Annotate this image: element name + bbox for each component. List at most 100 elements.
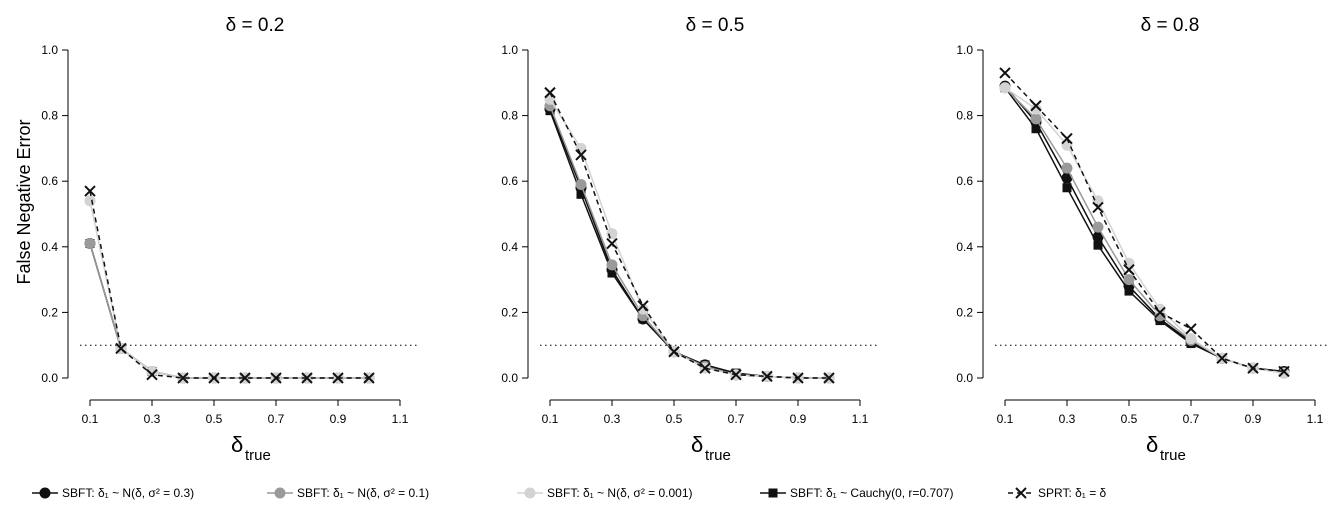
legend-item-4: SBFT: δ₁ ~ Cauchy(0, r=0.707) <box>760 486 953 500</box>
data-point <box>363 372 375 384</box>
x-tick-label: 0.7 <box>268 412 285 426</box>
data-point <box>1092 201 1104 214</box>
data-point <box>177 372 189 384</box>
y-tick-label: 0.4 <box>41 240 58 254</box>
x-axis-label: δ <box>691 432 703 457</box>
x-axis-label: δ <box>231 432 243 457</box>
data-point <box>84 185 96 197</box>
data-point <box>1031 124 1041 134</box>
legend-label: SPRT: δ₁ = δ <box>1038 486 1107 500</box>
y-tick-label: 0.8 <box>41 109 58 123</box>
data-point <box>1093 240 1103 250</box>
x-tick-label: 0.1 <box>997 412 1014 426</box>
data-point <box>1123 264 1135 276</box>
data-point <box>576 189 586 199</box>
legend-marker <box>768 488 778 498</box>
data-point <box>637 303 649 315</box>
data-point <box>115 342 127 355</box>
legend-item-3: SBFT: δ₁ ~ N(δ, σ² = 0.001) <box>517 486 693 500</box>
series-line <box>549 105 829 379</box>
data-point <box>1124 286 1134 296</box>
data-point <box>270 372 282 384</box>
legend-item-5: SPRT: δ₁ = δ <box>1008 486 1107 500</box>
legend-label: SBFT: δ₁ ~ N(δ, σ² = 0.3) <box>62 486 194 500</box>
data-point <box>84 195 96 207</box>
legend-marker <box>524 487 536 499</box>
series-5 <box>544 86 835 384</box>
x-axis-label: δ <box>1146 432 1158 457</box>
x-tick-label: 0.3 <box>144 412 161 426</box>
panel-title: δ = 0.5 <box>686 15 745 36</box>
data-point <box>1061 132 1073 145</box>
data-point <box>575 178 587 190</box>
y-tick-label: 0.4 <box>956 240 973 254</box>
y-tick-label: 0.4 <box>501 240 518 254</box>
data-point <box>1247 362 1259 374</box>
data-point <box>1061 162 1073 174</box>
legend-label: SBFT: δ₁ ~ Cauchy(0, r=0.707) <box>790 486 953 500</box>
data-point <box>146 369 158 381</box>
series-line <box>1004 87 1285 373</box>
series-line <box>89 190 369 379</box>
x-axis-label-subscript: true <box>245 447 271 464</box>
y-tick-label: 0.6 <box>956 174 973 188</box>
panel-title: δ = 0.2 <box>226 15 285 36</box>
legend-label: SBFT: δ₁ ~ N(δ, σ² = 0.1) <box>297 486 429 500</box>
x-tick-label: 0.9 <box>1245 412 1262 426</box>
y-tick-label: 1.0 <box>501 43 518 57</box>
panel-title: δ = 0.8 <box>1141 15 1200 36</box>
series-line <box>549 92 829 379</box>
data-point <box>1030 100 1042 112</box>
data-point <box>208 372 220 384</box>
legend-marker <box>1015 487 1027 499</box>
data-point <box>1123 257 1135 269</box>
x-tick-label: 0.7 <box>728 412 745 426</box>
chart-panel-3: δ = 0.8 0.0 0.2 0.4 0.6 0.8 1.0 0.1 0.3 0.5 0.7 0.9… <box>956 15 1330 464</box>
data-point <box>1030 113 1042 125</box>
legend-label: SBFT: δ₁ ~ N(δ, σ² = 0.001) <box>547 486 693 500</box>
y-tick-label: 0.0 <box>956 371 973 385</box>
series-1 <box>544 103 835 384</box>
data-point <box>239 372 251 384</box>
data-point <box>1123 274 1135 286</box>
legend: SBFT: δ₁ ~ N(δ, σ² = 0.3) SBFT: δ₁ ~ N(δ,… <box>32 486 1107 500</box>
data-point <box>301 372 313 384</box>
y-tick-label: 0.2 <box>41 305 58 319</box>
data-point <box>1030 103 1042 115</box>
data-point <box>730 369 742 381</box>
y-tick-label: 0.2 <box>956 305 973 319</box>
data-point <box>332 372 344 384</box>
data-point <box>999 67 1011 79</box>
data-point <box>544 86 556 99</box>
legend-item-1: SBFT: δ₁ ~ N(δ, σ² = 0.3) <box>32 486 194 500</box>
data-point <box>84 238 96 250</box>
chart-panel-2: δ = 0.5 0.0 0.2 0.4 0.6 0.8 1.0 0.1 0.3 0.5 0.7 0.9… <box>501 15 880 464</box>
x-tick-label: 1.1 <box>1307 412 1324 426</box>
y-tick-label: 0.2 <box>501 305 518 319</box>
data-point <box>1062 183 1072 193</box>
series-4 <box>1000 83 1289 376</box>
series-2 <box>999 82 1290 379</box>
x-axis-label-subscript: true <box>705 447 731 464</box>
x-tick-label: 0.7 <box>1183 412 1200 426</box>
y-tick-label: 1.0 <box>956 43 973 57</box>
data-point <box>1185 323 1197 335</box>
y-axis-label: False Negative Error <box>14 119 34 284</box>
legend-marker <box>274 487 286 499</box>
y-tick-label: 0.0 <box>41 371 58 385</box>
series-3 <box>544 93 835 384</box>
x-tick-label: 0.3 <box>604 412 621 426</box>
legend-marker <box>39 487 51 499</box>
data-point <box>1216 352 1228 365</box>
x-tick-label: 0.3 <box>1059 412 1076 426</box>
chart-panels: δ = 0.2 0.0 0.2 0.4 0.6 0.8 1.0 0.1 0.3 0.5 0.7 0.9… <box>41 15 1330 464</box>
legend-item-2: SBFT: δ₁ ~ N(δ, σ² = 0.1) <box>267 486 429 500</box>
x-axis-label-subscript: true <box>1160 447 1186 464</box>
series-4 <box>545 106 834 383</box>
data-point <box>999 82 1011 94</box>
data-point <box>1154 306 1166 319</box>
data-point <box>607 268 617 278</box>
data-point <box>699 362 711 374</box>
data-point <box>575 149 587 161</box>
